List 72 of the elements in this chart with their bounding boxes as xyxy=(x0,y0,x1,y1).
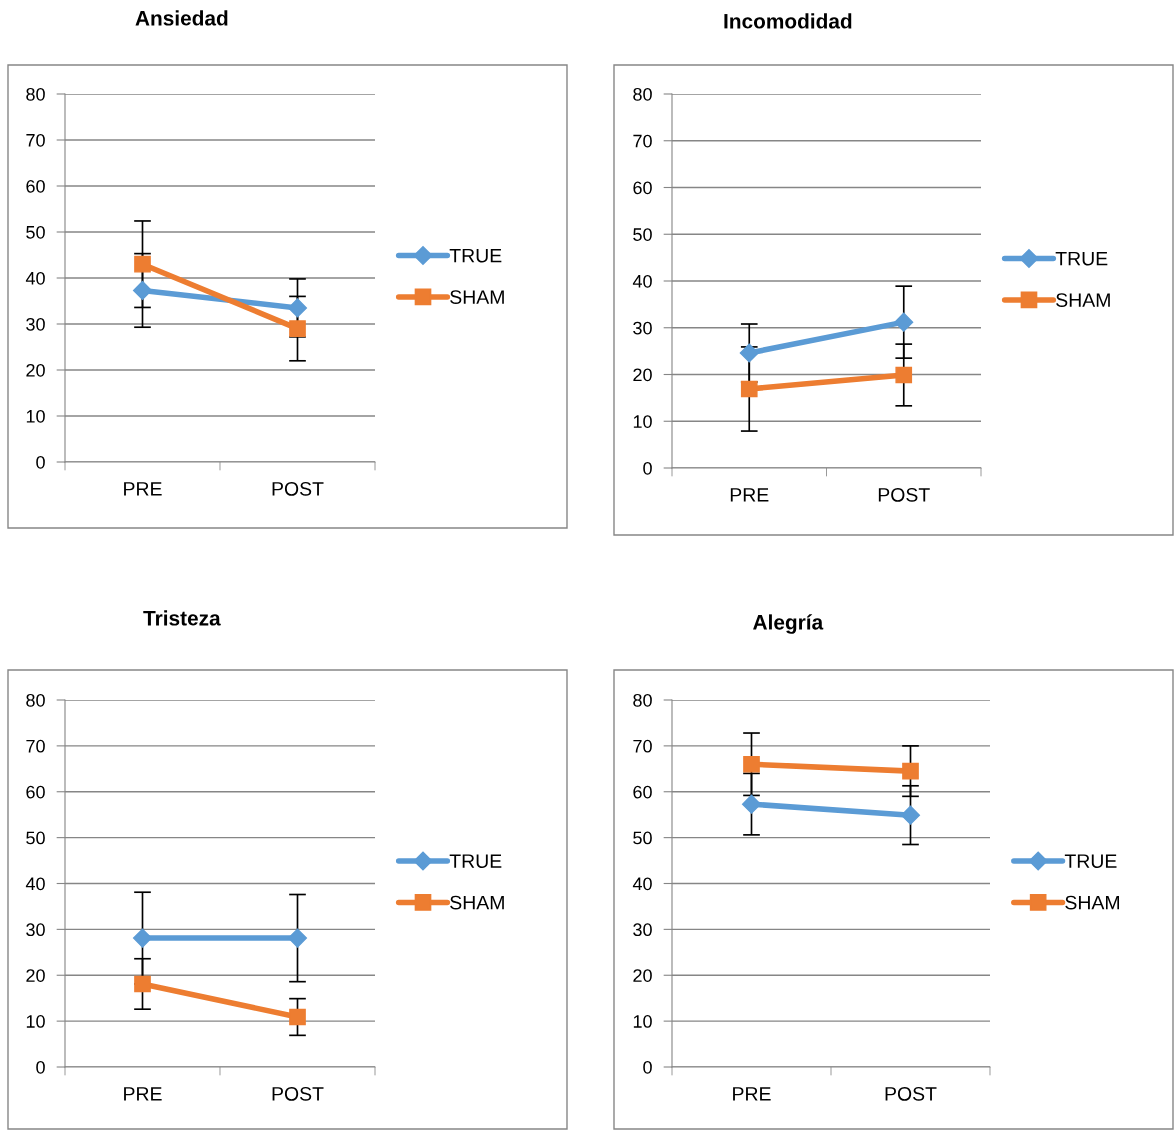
point xyxy=(287,298,308,318)
point xyxy=(902,762,919,780)
point xyxy=(739,343,759,363)
legend-label: SHAM xyxy=(1065,895,1119,910)
y-tick-label: 60 xyxy=(633,181,652,195)
legend-label: TRUE xyxy=(449,854,502,868)
y-tick-label: 60 xyxy=(633,785,652,799)
point xyxy=(132,280,153,300)
y-tick-label: 20 xyxy=(633,368,652,382)
legend-label: SHAM xyxy=(1056,293,1110,307)
y-tick-label: 50 xyxy=(633,831,652,845)
chart-title: Alegría xyxy=(753,614,824,634)
chart-title: Tristeza xyxy=(143,610,221,626)
y-tick-label: 0 xyxy=(643,1060,652,1074)
y-tick-label: 70 xyxy=(26,133,45,147)
legend-label: TRUE xyxy=(1064,854,1117,868)
y-tick-label: 0 xyxy=(643,461,652,475)
y-tick-label: 10 xyxy=(26,1015,45,1028)
y-tick-label: 30 xyxy=(633,923,652,937)
point xyxy=(741,794,762,814)
point xyxy=(289,320,306,337)
y-tick-label: 80 xyxy=(633,87,652,101)
x-tick-label: POST xyxy=(272,1086,324,1101)
y-tick-label: 10 xyxy=(633,1015,652,1028)
point xyxy=(743,755,760,773)
y-tick-label: 50 xyxy=(633,228,652,241)
y-tick-label: 80 xyxy=(26,87,45,101)
legend-label: SHAM xyxy=(450,895,504,910)
y-tick-label: 80 xyxy=(633,693,652,707)
y-tick-label: 10 xyxy=(26,409,45,423)
x-tick-label: PRE xyxy=(730,488,769,502)
point xyxy=(134,255,151,273)
y-tick-label: 70 xyxy=(633,739,652,753)
y-tick-label: 30 xyxy=(26,317,45,331)
y-tick-label: 20 xyxy=(26,363,45,377)
legend-label: TRUE xyxy=(449,248,502,263)
y-tick-label: 30 xyxy=(633,321,652,335)
point xyxy=(895,366,913,384)
y-tick-label: 40 xyxy=(25,877,45,891)
x-tick-label: PRE xyxy=(733,1087,771,1101)
y-tick-label: 80 xyxy=(26,693,45,707)
x-tick-label: PRE xyxy=(124,482,162,496)
y-tick-label: 70 xyxy=(633,134,652,148)
y-tick-label: 50 xyxy=(26,225,45,239)
chart-title: Incomodidad xyxy=(724,13,852,29)
x-tick-label: POST xyxy=(272,481,324,496)
y-tick-label: 60 xyxy=(26,785,45,799)
point xyxy=(740,380,758,398)
y-tick-label: 30 xyxy=(26,923,45,937)
y-tick-label: 40 xyxy=(25,271,45,285)
point xyxy=(287,928,308,948)
legend-label: TRUE xyxy=(1055,251,1108,266)
point xyxy=(900,805,921,825)
y-tick-label: 40 xyxy=(632,274,652,288)
y-tick-label: 10 xyxy=(633,415,652,428)
y-tick-label: 50 xyxy=(26,831,45,845)
x-tick-label: POST xyxy=(885,1086,937,1101)
point xyxy=(289,1008,306,1026)
y-tick-label: 60 xyxy=(26,179,45,193)
y-tick-label: 20 xyxy=(633,969,652,982)
y-tick-label: 40 xyxy=(632,877,652,891)
y-tick-label: 0 xyxy=(36,455,45,469)
point xyxy=(894,312,914,332)
x-tick-label: POST xyxy=(878,487,930,502)
y-tick-label: 20 xyxy=(26,969,45,982)
point xyxy=(134,975,151,993)
x-tick-label: PRE xyxy=(124,1087,162,1101)
point xyxy=(132,928,153,948)
y-tick-label: 70 xyxy=(26,739,45,753)
legend-label: SHAM xyxy=(450,290,504,304)
chart-title: Ansiedad xyxy=(135,10,228,26)
y-tick-label: 0 xyxy=(36,1060,45,1074)
